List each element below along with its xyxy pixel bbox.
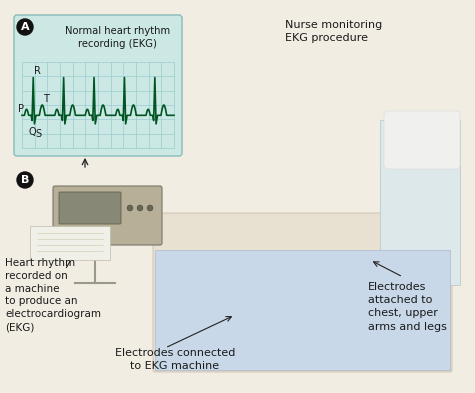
Text: Electrodes connected
to EKG machine: Electrodes connected to EKG machine <box>115 348 235 371</box>
Text: P: P <box>18 104 24 114</box>
Circle shape <box>17 19 33 35</box>
Polygon shape <box>155 250 450 370</box>
Text: Nurse monitoring
EKG procedure: Nurse monitoring EKG procedure <box>285 20 382 43</box>
FancyBboxPatch shape <box>384 111 460 169</box>
Circle shape <box>17 172 33 188</box>
FancyBboxPatch shape <box>59 192 121 224</box>
FancyBboxPatch shape <box>53 186 162 245</box>
Text: A: A <box>21 22 29 32</box>
Text: S: S <box>36 129 42 139</box>
Polygon shape <box>380 120 460 285</box>
FancyBboxPatch shape <box>14 15 182 156</box>
Text: Heart rhythm
recorded on
a machine
to produce an
electrocardiogram
(EKG): Heart rhythm recorded on a machine to pr… <box>5 258 101 332</box>
Text: R: R <box>34 66 40 77</box>
Text: Q: Q <box>28 127 36 138</box>
Circle shape <box>127 205 133 211</box>
Text: Electrodes
attached to
chest, upper
arms and legs: Electrodes attached to chest, upper arms… <box>368 282 447 332</box>
Text: T: T <box>43 94 49 104</box>
Polygon shape <box>30 226 110 260</box>
Circle shape <box>137 205 143 211</box>
Circle shape <box>147 205 153 211</box>
FancyBboxPatch shape <box>153 213 452 372</box>
Text: B: B <box>21 175 29 185</box>
Text: Normal heart rhythm
recording (EKG): Normal heart rhythm recording (EKG) <box>65 26 170 49</box>
